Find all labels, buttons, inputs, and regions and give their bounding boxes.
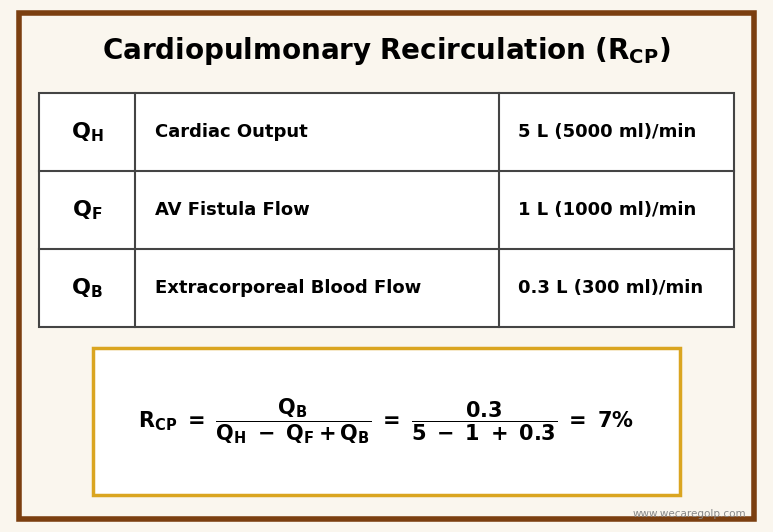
Text: Cardiac Output: Cardiac Output [155,123,308,141]
Text: 1 L (1000 ml)/min: 1 L (1000 ml)/min [518,201,696,219]
Text: www.wecaregolp.com: www.wecaregolp.com [632,509,746,519]
Text: 5 L (5000 ml)/min: 5 L (5000 ml)/min [518,123,696,141]
Text: $\bf{Q_{H}}$: $\bf{Q_{H}}$ [70,120,104,144]
FancyBboxPatch shape [39,93,734,327]
Text: Extracorporeal Blood Flow: Extracorporeal Blood Flow [155,279,421,297]
Text: AV Fistula Flow: AV Fistula Flow [155,201,309,219]
Text: $\bf{Cardiopulmonary\ Recirculation\ (R_{CP})}$: $\bf{Cardiopulmonary\ Recirculation\ (R_… [102,35,671,66]
FancyBboxPatch shape [93,348,680,495]
Text: 0.3 L (300 ml)/min: 0.3 L (300 ml)/min [518,279,703,297]
FancyBboxPatch shape [19,13,754,519]
Text: $\bf{Q_{B}}$: $\bf{Q_{B}}$ [71,276,103,300]
Text: $\bf{R_{CP}}$$\bf{\ =\ }$$\bf{\dfrac{Q_B}{Q_H\ -\ Q_F + Q_B}}$$\bf{\ =\ }$$\bf{\: $\bf{R_{CP}}$$\bf{\ =\ }$$\bf{\dfrac{Q_B… [138,397,635,446]
Text: $\bf{Q_{F}}$: $\bf{Q_{F}}$ [72,198,102,222]
